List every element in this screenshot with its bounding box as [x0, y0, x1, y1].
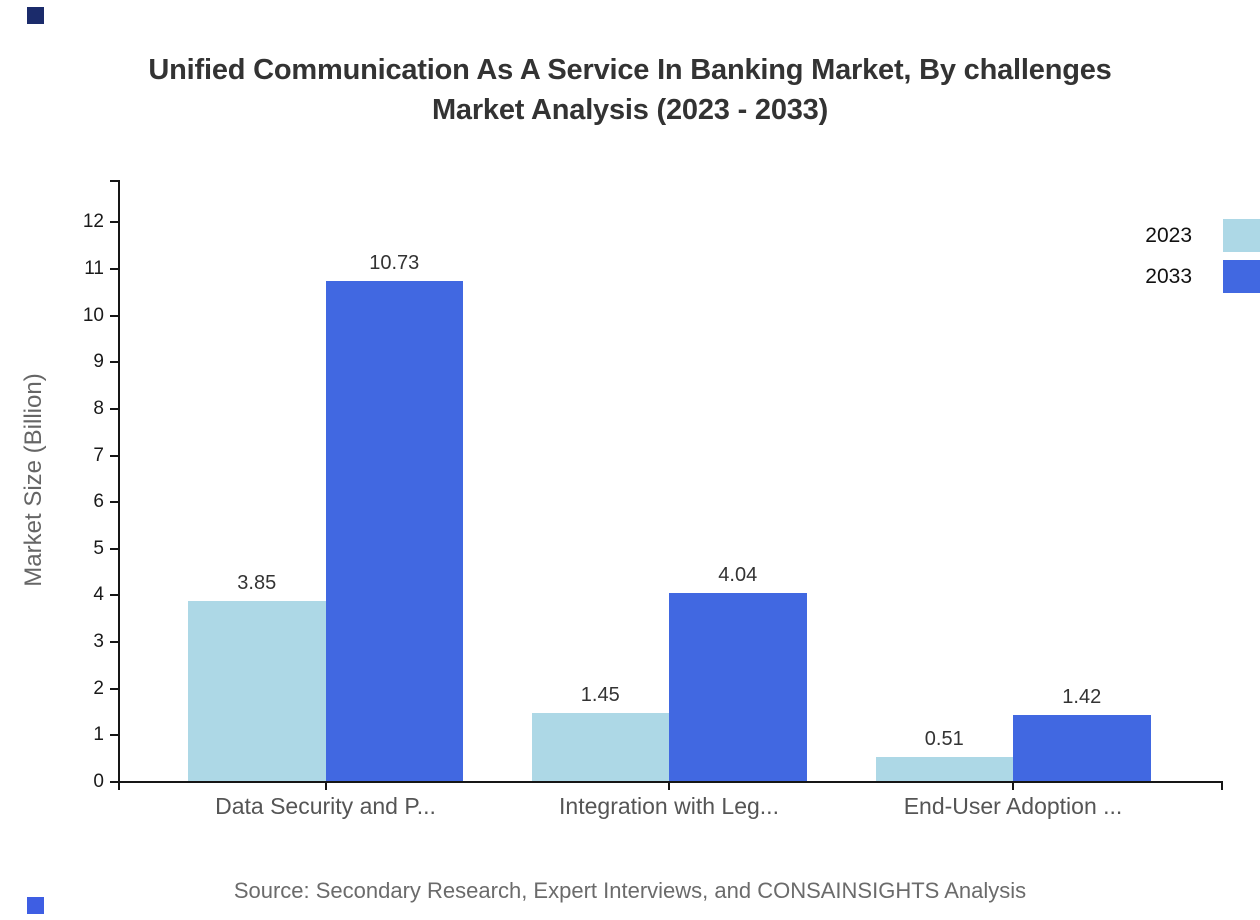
y-tick-mark [110, 734, 118, 737]
y-tick-label: 9 [93, 351, 104, 373]
bar-2033-2 [669, 592, 807, 781]
y-tick-mark [110, 547, 118, 550]
y-tick-label: 8 [93, 397, 104, 419]
y-tick-label: 4 [93, 584, 104, 606]
y-tick-label: 11 [84, 258, 104, 280]
y-tick-label: 6 [93, 491, 104, 513]
chart-title-line-1: Unified Communication As A Service In Ba… [148, 54, 1112, 86]
legend: 2023 2033 [1145, 219, 1260, 301]
y-tick-mark [110, 641, 118, 644]
chart-title-line-2: Market Analysis (2023 - 2033) [431, 94, 829, 126]
legend-item-2033: 2033 [1145, 260, 1260, 293]
x-category-label: End-User Adoption ... [903, 793, 1123, 819]
bar-value-label: 3.85 [237, 572, 277, 595]
bar-2033-3 [1013, 714, 1151, 781]
bar-2023-3 [875, 757, 1013, 781]
brand-square-bottom-left [27, 897, 44, 914]
legend-swatch-2023 [1223, 219, 1260, 252]
y-tick-mark [110, 501, 118, 504]
x-tick-mark [1012, 781, 1014, 790]
x-tick-mark [668, 781, 670, 790]
y-tick-label: 2 [93, 677, 104, 699]
y-tick-mark [110, 781, 118, 783]
y-tick-label: 7 [93, 444, 104, 466]
y-tick-label: 3 [93, 631, 104, 653]
legend-swatch-2033 [1223, 260, 1260, 293]
bar-2023-1 [188, 601, 326, 781]
y-tick-mark [110, 687, 118, 690]
x-category-label: Data Security and P... [215, 793, 436, 819]
legend-label: 2023 [1145, 223, 1192, 247]
chart-title: Unified Communication As A Service In Ba… [0, 50, 1260, 130]
bar-2023-2 [531, 713, 669, 781]
bar-value-label: 0.51 [924, 728, 964, 751]
bar-2033-1 [325, 280, 463, 781]
x-axis-right-cap [1221, 781, 1223, 790]
y-tick-mark [110, 407, 118, 410]
y-tick-label: 1 [93, 724, 104, 746]
legend-label: 2033 [1145, 264, 1192, 288]
y-tick-mark [110, 314, 118, 317]
x-axis-left-cap [118, 781, 120, 790]
y-tick-label: 10 [82, 304, 104, 326]
y-tick-mark [110, 594, 118, 597]
x-category-label: Integration with Leg... [559, 793, 779, 819]
y-tick-mark [110, 268, 118, 271]
source-note: Source: Secondary Research, Expert Inter… [233, 878, 1027, 903]
x-tick-mark [324, 781, 327, 790]
bar-value-label: 10.73 [369, 251, 420, 274]
y-axis-line [118, 180, 120, 783]
y-tick-label: 12 [82, 211, 104, 233]
legend-item-2023: 2023 [1145, 219, 1260, 252]
y-tick-label: 0 [93, 771, 104, 792]
y-axis-top-cap [110, 180, 118, 182]
y-tick-mark [110, 361, 118, 364]
brand-square-top-left [27, 7, 44, 24]
y-tick-mark [110, 221, 118, 224]
x-axis-line [118, 781, 1223, 783]
y-tick-label: 5 [93, 537, 104, 559]
y-tick-mark [110, 454, 118, 457]
bar-value-label: 1.45 [580, 684, 620, 707]
bar-value-label: 1.42 [1062, 685, 1102, 708]
bar-value-label: 4.04 [718, 563, 758, 586]
